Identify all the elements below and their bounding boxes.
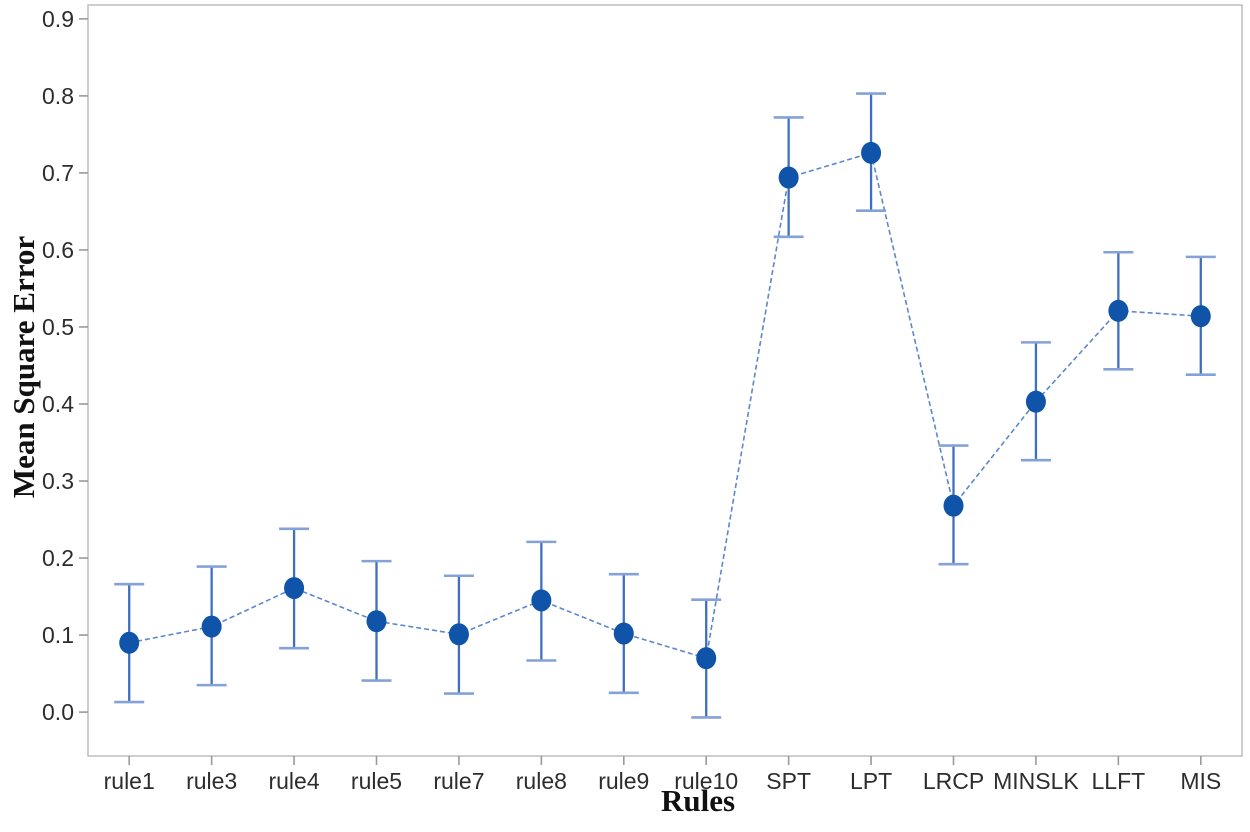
series-connector-line — [129, 151, 1201, 660]
y-tick-label-0.6: 0.6 — [42, 237, 74, 263]
x-tick-label-rule5: rule5 — [351, 768, 402, 794]
data-point-rule10 — [696, 647, 717, 670]
x-tick-label-LRCP: LRCP — [923, 768, 984, 794]
y-tick-label-0.5: 0.5 — [42, 314, 74, 340]
y-tick-label-0.4: 0.4 — [42, 391, 74, 417]
data-point-LPT — [861, 141, 882, 164]
data-point-MINSLK — [1025, 390, 1046, 413]
x-tick-label-rule4: rule4 — [268, 768, 319, 794]
data-point-rule7 — [448, 623, 469, 646]
y-tick-label-0.2: 0.2 — [42, 545, 74, 571]
x-tick-label-rule7: rule7 — [433, 768, 484, 794]
x-tick-label-rule9: rule9 — [598, 768, 649, 794]
y-tick-label-0.1: 0.1 — [42, 622, 74, 648]
data-point-MIS — [1190, 305, 1211, 328]
y-tick-label-0.0: 0.0 — [42, 699, 74, 725]
x-tick-label-rule10: rule10 — [674, 768, 738, 794]
data-point-rule5 — [366, 610, 387, 633]
x-tick-label-LLFT: LLFT — [1092, 768, 1146, 794]
y-tick-label-0.3: 0.3 — [42, 468, 74, 494]
x-tick-label-rule3: rule3 — [186, 768, 237, 794]
data-point-rule3 — [201, 615, 222, 638]
y-tick-label-0.8: 0.8 — [42, 83, 74, 109]
data-point-LLFT — [1108, 299, 1129, 322]
x-tick-label-MIS: MIS — [1180, 768, 1221, 794]
data-point-rule8 — [531, 589, 552, 612]
y-tick-label-0.9: 0.9 — [42, 6, 74, 32]
plot-frame — [87, 4, 1243, 757]
x-tick-label-rule1: rule1 — [104, 768, 155, 794]
x-tick-label-MINSLK: MINSLK — [993, 768, 1079, 794]
x-tick-label-LPT: LPT — [850, 768, 892, 794]
y-tick-label-0.7: 0.7 — [42, 160, 74, 186]
x-tick-label-SPT: SPT — [766, 768, 811, 794]
data-point-rule4 — [284, 577, 305, 600]
data-point-SPT — [778, 166, 799, 189]
y-axis-title: Mean Square Error — [6, 235, 41, 499]
data-point-rule1 — [119, 631, 140, 654]
x-axis-title: Rules — [660, 783, 736, 818]
x-tick-label-rule8: rule8 — [516, 768, 567, 794]
data-point-rule9 — [613, 622, 634, 645]
data-point-LRCP — [943, 494, 964, 517]
